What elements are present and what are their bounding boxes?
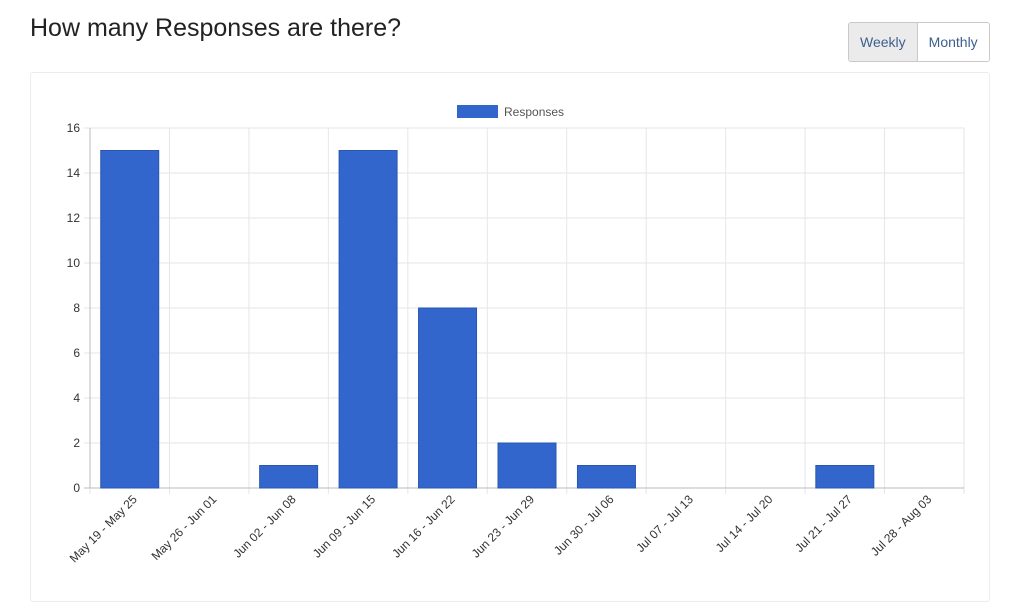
x-tick-label: Jun 16 - Jun 22 (389, 492, 458, 561)
x-tick-label: Jun 30 - Jul 06 (551, 492, 617, 558)
period-toggle: Weekly Monthly (848, 22, 990, 62)
x-tick-label: Jul 21 - Jul 27 (792, 492, 855, 555)
bar (259, 465, 319, 489)
x-tick-label: Jul 14 - Jul 20 (713, 492, 776, 555)
bar (576, 465, 636, 489)
y-tick-label: 6 (73, 346, 80, 360)
bar (497, 442, 557, 489)
x-tick-label: May 19 - May 25 (67, 492, 140, 565)
x-tick-label: Jun 02 - Jun 08 (230, 492, 299, 561)
x-tick-label: Jul 07 - Jul 13 (633, 492, 696, 555)
y-tick-label: 0 (73, 481, 80, 495)
legend-swatch (457, 105, 498, 118)
bar (815, 465, 875, 489)
bar (100, 150, 160, 489)
weekly-button[interactable]: Weekly (849, 23, 917, 61)
x-tick-label: Jun 09 - Jun 15 (310, 492, 379, 561)
y-tick-label: 10 (67, 256, 81, 270)
monthly-button[interactable]: Monthly (916, 23, 989, 61)
bar (338, 150, 398, 489)
x-tick-label: Jul 28 - Aug 03 (868, 492, 935, 559)
y-tick-label: 16 (67, 121, 81, 135)
y-tick-label: 12 (67, 211, 81, 225)
legend-label: Responses (504, 105, 564, 119)
x-tick-label: May 26 - Jun 01 (149, 492, 220, 563)
page-title: How many Responses are there? (30, 14, 402, 42)
y-tick-label: 2 (73, 436, 80, 450)
bar (418, 307, 478, 489)
y-tick-label: 8 (73, 301, 80, 315)
y-tick-label: 4 (73, 391, 80, 405)
x-tick-label: Jun 23 - Jun 29 (469, 492, 538, 561)
y-tick-label: 14 (67, 166, 81, 180)
